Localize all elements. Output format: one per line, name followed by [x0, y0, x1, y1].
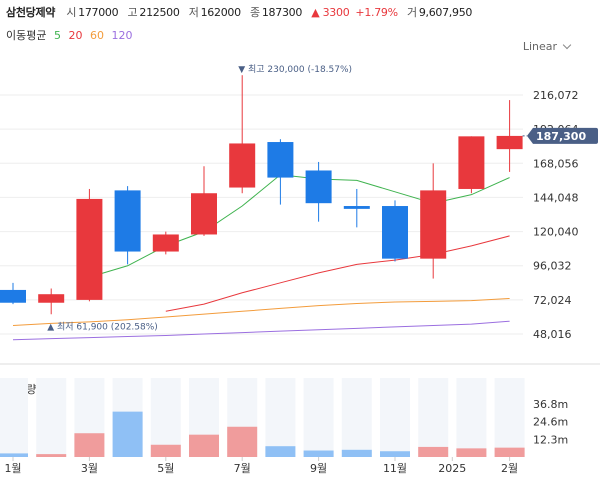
volume-bar — [418, 446, 449, 457]
x-axis-label: 9월 — [310, 462, 327, 475]
volume-column-bg — [494, 378, 525, 457]
volume-column-bg — [341, 378, 372, 457]
ma20-label: 20 — [68, 29, 83, 42]
volume-bar — [227, 426, 258, 457]
price-tick-label: 48,016 — [533, 328, 572, 341]
max-price-annotation: ▼ 최고 230,000 (-18.57%) — [238, 64, 352, 75]
volume-bar — [265, 446, 296, 457]
volume-tick-label: 12.3m — [533, 433, 568, 446]
stock-name: 삼천당제약 — [6, 6, 56, 19]
candle-body — [191, 193, 217, 235]
candle-body — [229, 143, 256, 188]
high-value: 212500 — [139, 6, 180, 19]
volume-column-bg — [265, 378, 296, 457]
open-label: 시 — [66, 6, 77, 19]
ma120-label: 120 — [111, 29, 133, 42]
candle-body — [305, 170, 332, 204]
candle-body — [343, 206, 370, 209]
volume-bar — [303, 450, 334, 457]
change-percent: +1.79% — [355, 6, 398, 19]
volume-value: 9,607,950 — [418, 6, 473, 19]
candle-body — [496, 135, 523, 150]
ma5-label: 5 — [53, 29, 61, 42]
change-value: ▲ 3300 — [311, 6, 350, 19]
ma120-line — [12, 320, 510, 341]
x-axis-label: 5월 — [157, 462, 174, 475]
volume-column-bg — [418, 378, 449, 457]
volume-label: 거 — [406, 6, 417, 19]
candle-body — [267, 142, 294, 178]
volume-column-bg — [456, 378, 487, 457]
volume-tick-label: 36.8m — [533, 398, 568, 411]
candle-body — [458, 136, 485, 189]
volume-bar — [341, 449, 372, 457]
x-axis-label: 2025 — [438, 462, 466, 475]
volume-bar — [380, 451, 410, 457]
low-value: 162000 — [200, 6, 242, 19]
price-tick-label: 216,072 — [533, 89, 579, 102]
open-value: 177000 — [78, 6, 119, 19]
volume-bar — [0, 453, 28, 457]
candle-body — [382, 206, 408, 259]
low-label: 저 — [188, 6, 199, 19]
volume-bar — [36, 454, 67, 457]
price-tick-label: 72,024 — [533, 294, 572, 307]
ma20-line — [165, 235, 510, 312]
candle-body — [76, 198, 103, 300]
volume-bar — [494, 447, 525, 457]
volume-column-bg — [0, 378, 28, 457]
ma60-label: 60 — [89, 29, 104, 42]
candle-body — [114, 190, 141, 252]
candle-body — [152, 234, 179, 252]
volume-bar — [112, 411, 143, 457]
candle-body — [38, 294, 65, 303]
high-label: 고 — [127, 6, 138, 19]
volume-column-bg — [380, 378, 410, 457]
ma-legend-label: 이동평균 — [6, 29, 47, 42]
x-axis-label: 11월 — [383, 462, 407, 475]
volume-bar — [150, 444, 181, 457]
volume-bar — [456, 448, 487, 457]
price-tick-label: 144,048 — [533, 191, 579, 204]
candle-body — [420, 190, 447, 259]
price-tick-label: 96,032 — [533, 260, 572, 273]
moving-average-legend[interactable]: 이동평균 5 20 60 120 — [6, 27, 136, 43]
scale-dropdown[interactable]: Linear — [523, 40, 570, 53]
volume-bar — [74, 433, 105, 457]
ma60-line — [12, 297, 510, 326]
price-tick-label: 168,056 — [533, 157, 579, 170]
volume-bar — [189, 434, 219, 457]
volume-column-bg — [36, 378, 67, 457]
close-label: 종 — [250, 6, 260, 19]
current-price-label: 187,300 — [536, 130, 586, 143]
price-tick-label: 120,040 — [533, 226, 579, 239]
volume-column-bg — [150, 378, 181, 457]
volume-tick-label: 24.6m — [533, 416, 568, 429]
min-price-annotation: ▲ 최저 61,900 (202.58%) — [47, 321, 158, 332]
price-header: 삼천당제약 시 177000 고 212500 저 162000 종 187300 ▲ … — [6, 4, 478, 20]
candle-body — [0, 289, 26, 303]
x-axis-label: 7월 — [234, 462, 251, 475]
x-axis-label: 2월 — [501, 462, 518, 475]
x-axis-label: 3월 — [81, 462, 98, 475]
x-axis-label: 1월 — [4, 462, 21, 475]
ma5-line — [89, 174, 510, 278]
current-price-badge — [527, 127, 598, 144]
close-value: 187300 — [261, 6, 303, 19]
volume-column-bg — [303, 378, 334, 457]
